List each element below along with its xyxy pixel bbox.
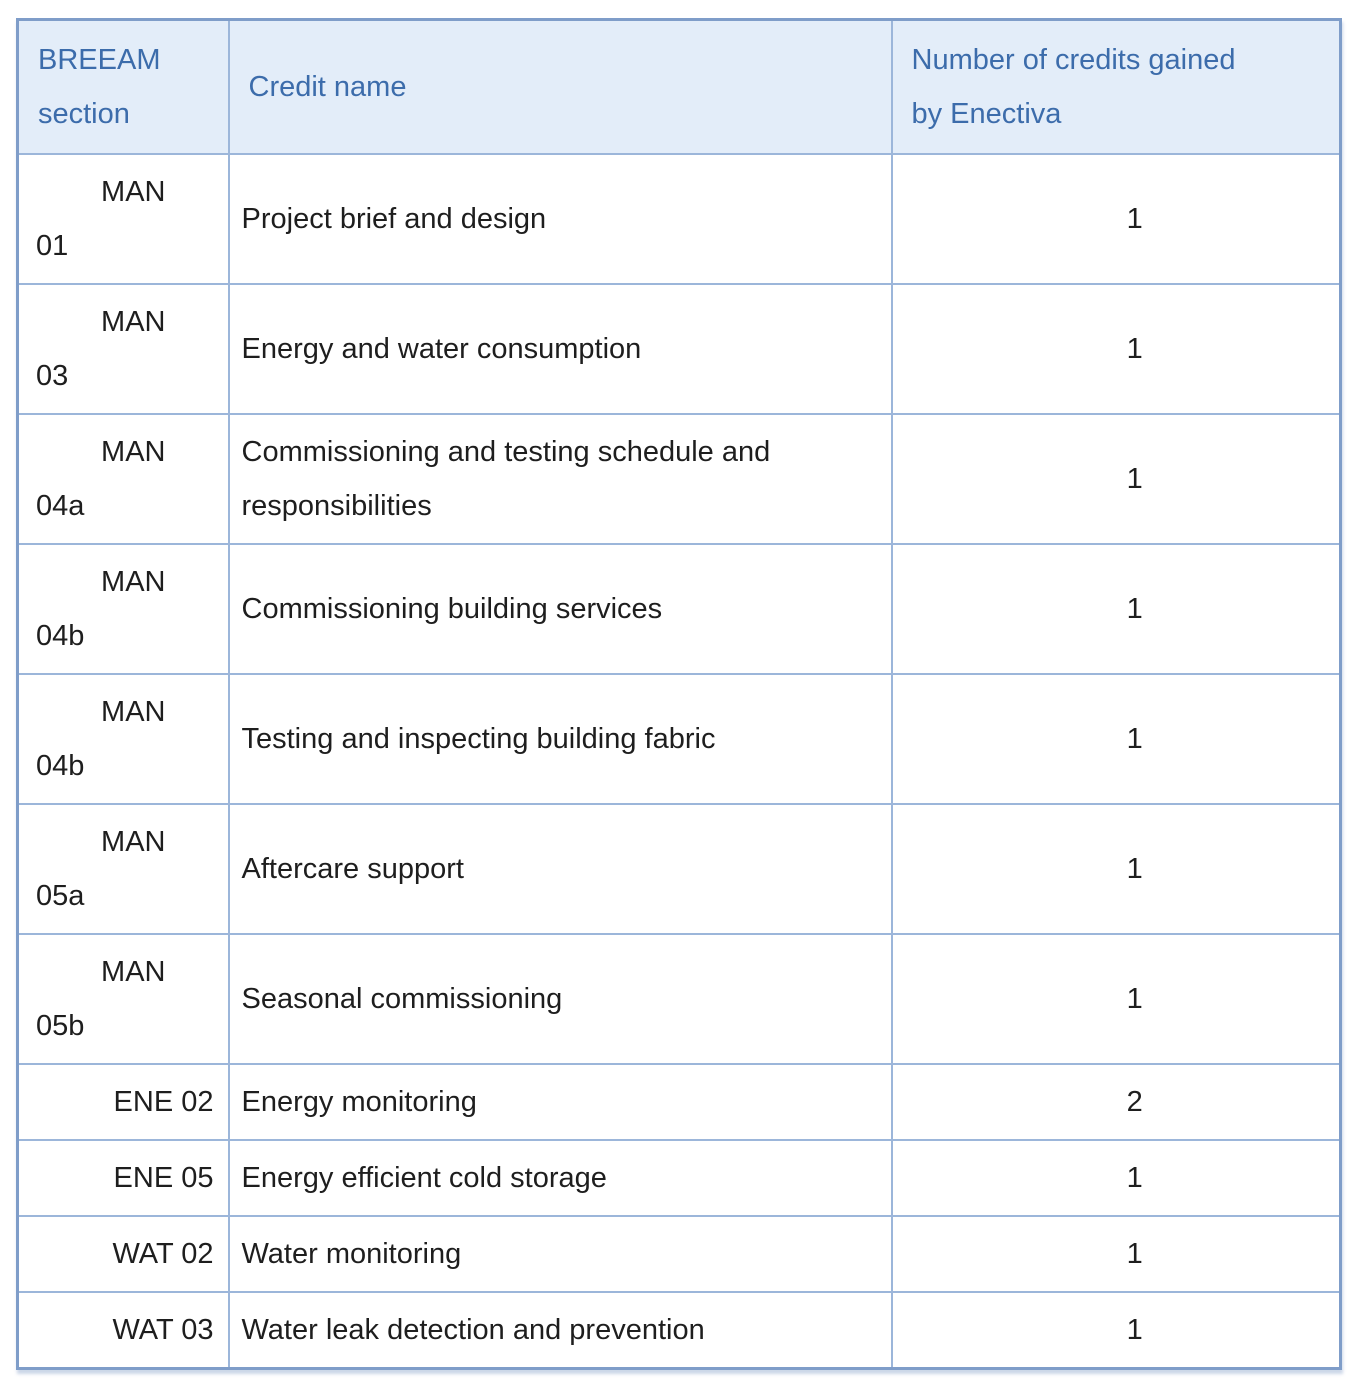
- cell-breeam-section: MAN 04a: [16, 413, 230, 545]
- section-code-line: MAN: [101, 696, 166, 728]
- section-code-line: MAN: [101, 306, 166, 338]
- cell-credit-name: Water monitoring: [227, 1215, 893, 1293]
- table-row: MAN 04b Commissioning building services 1: [16, 543, 1342, 675]
- table-row: WAT 03 Water leak detection and preventio…: [16, 1291, 1342, 1370]
- breeam-credits-table: BREEAM section Credit name Number of credi…: [16, 18, 1342, 1370]
- cell-breeam-section: MAN 04b: [16, 673, 230, 805]
- cell-credit-name: Energy efficient cold storage: [227, 1139, 893, 1217]
- table-header: BREEAM section Credit name Number of credi…: [16, 18, 1342, 155]
- section-code-line: 04b: [36, 750, 85, 782]
- header-row: BREEAM section Credit name Number of credi…: [16, 18, 1342, 155]
- cell-breeam-section: MAN 04b: [16, 543, 230, 675]
- cell-credits-gained: 1: [890, 1215, 1342, 1293]
- cell-credits-gained: 1: [890, 413, 1342, 545]
- cell-breeam-section: ENE 02: [16, 1063, 230, 1141]
- table-row: ENE 02 Energy monitoring 2: [16, 1063, 1342, 1141]
- table-row: MAN 04a Commissioning and testing schedule…: [16, 413, 1342, 545]
- cell-credits-gained: 1: [890, 543, 1342, 675]
- cell-credit-name: Aftercare support: [227, 803, 893, 935]
- section-code-line: 03: [36, 360, 69, 392]
- cell-credit-name: Commissioning and testing schedule and r…: [227, 413, 893, 545]
- section-code-line: 04a: [36, 490, 85, 522]
- cell-credits-gained: 1: [890, 283, 1342, 415]
- table-row: MAN 04b Testing and inspecting building fa…: [16, 673, 1342, 805]
- section-code-line: MAN: [101, 436, 166, 468]
- cell-credits-gained: 1: [890, 803, 1342, 935]
- cell-breeam-section: ENE 05: [16, 1139, 230, 1217]
- cell-credit-name: Project brief and design: [227, 153, 893, 285]
- section-code-line: ENE 02: [113, 1086, 214, 1118]
- cell-credit-name: Seasonal commissioning: [227, 933, 893, 1065]
- cell-breeam-section: WAT 03: [16, 1291, 230, 1370]
- cell-credits-gained: 1: [890, 673, 1342, 805]
- table-row: MAN 03 Energy and water consumption 1: [16, 283, 1342, 415]
- section-code-line: MAN: [101, 956, 166, 988]
- cell-credit-name: Energy monitoring: [227, 1063, 893, 1141]
- table-row: ENE 05 Energy efficient cold storage 1: [16, 1139, 1342, 1217]
- section-code-line: 05b: [36, 1010, 85, 1042]
- cell-credits-gained: 1: [890, 933, 1342, 1065]
- column-header-credit: Credit name: [227, 18, 893, 155]
- cell-credit-name: Energy and water consumption: [227, 283, 893, 415]
- cell-credits-gained: 1: [890, 1139, 1342, 1217]
- section-code-line: 01: [36, 230, 69, 262]
- table-row: MAN 01 Project brief and design 1: [16, 153, 1342, 285]
- section-code-line: WAT 02: [112, 1238, 214, 1270]
- table-row: WAT 02 Water monitoring 1: [16, 1215, 1342, 1293]
- table-body: MAN 01 Project brief and design 1 MAN 03 Energ…: [16, 153, 1342, 1370]
- cell-breeam-section: WAT 02: [16, 1215, 230, 1293]
- cell-breeam-section: MAN 05a: [16, 803, 230, 935]
- section-code-line: MAN: [101, 566, 166, 598]
- cell-credits-gained: 2: [890, 1063, 1342, 1141]
- cell-credits-gained: 1: [890, 153, 1342, 285]
- section-code-line: ENE 05: [113, 1162, 214, 1194]
- section-code-line: 04b: [36, 620, 85, 652]
- section-code-line: MAN: [101, 176, 166, 208]
- table-row: MAN 05a Aftercare support 1: [16, 803, 1342, 935]
- cell-credit-name: Commissioning building services: [227, 543, 893, 675]
- cell-credits-gained: 1: [890, 1291, 1342, 1370]
- table-row: MAN 05b Seasonal commissioning 1: [16, 933, 1342, 1065]
- cell-breeam-section: MAN 05b: [16, 933, 230, 1065]
- section-code-line: 05a: [36, 880, 85, 912]
- section-code-line: WAT 03: [112, 1314, 214, 1346]
- cell-breeam-section: MAN 03: [16, 283, 230, 415]
- cell-breeam-section: MAN 01: [16, 153, 230, 285]
- column-header-credits: Number of credits gained by Enectiva: [890, 18, 1342, 155]
- cell-credit-name: Water leak detection and prevention: [227, 1291, 893, 1370]
- column-header-section: BREEAM section: [16, 18, 230, 155]
- cell-credit-name: Testing and inspecting building fabric: [227, 673, 893, 805]
- section-code-line: MAN: [101, 826, 166, 858]
